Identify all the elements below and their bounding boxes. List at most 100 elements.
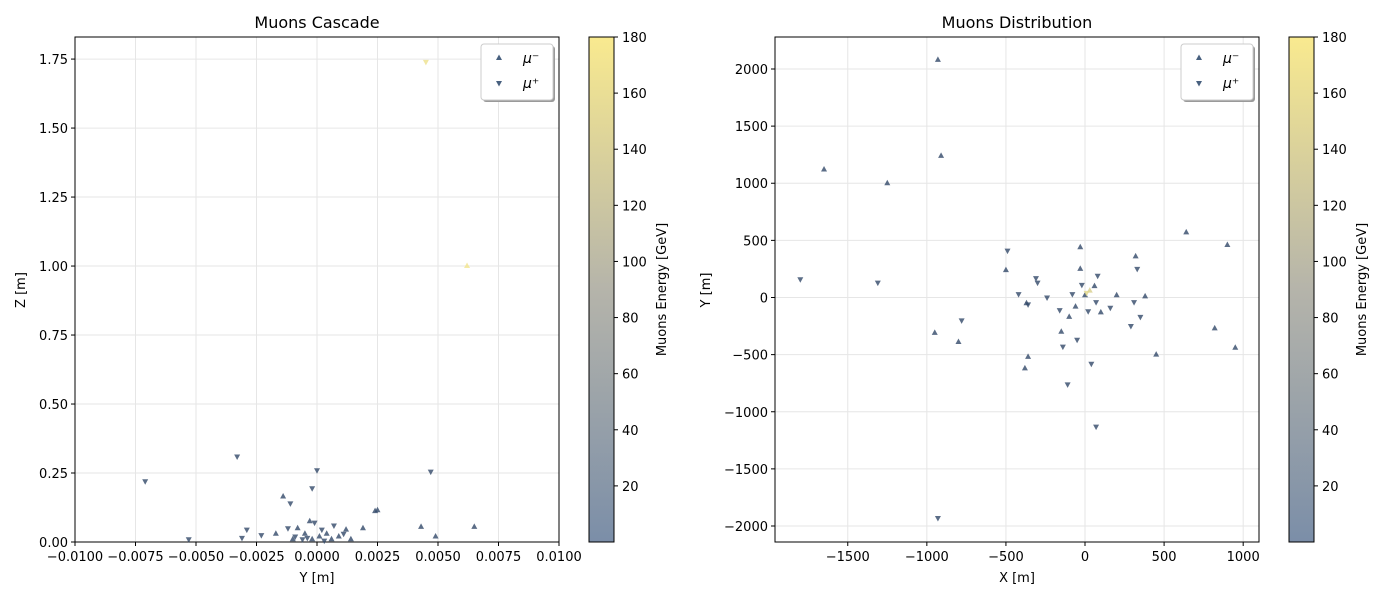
y-tick-label: 1500 <box>735 120 768 135</box>
y-tick-label: 1.75 <box>39 53 68 68</box>
mu-plus-point <box>185 537 192 543</box>
distribution-points <box>797 56 1239 522</box>
colorbar-tick-label: 120 <box>622 199 647 214</box>
mu-minus-point <box>323 530 330 536</box>
x-tick-label: −0.0075 <box>107 550 163 565</box>
distribution-y-axis-label: Y [m] <box>699 273 714 309</box>
cascade-x-ticks: −0.0100 −0.0075 −0.0050 −0.0025 0.0000 0.0025… <box>47 542 582 565</box>
mu-plus-point <box>1056 308 1063 314</box>
mu-minus-point <box>289 535 296 542</box>
y-tick-label: −1500 <box>724 463 768 478</box>
mu-minus-point <box>931 329 938 335</box>
colorbar-gradient <box>588 36 615 543</box>
mu-minus-point <box>1113 291 1120 298</box>
mu-minus-point <box>1002 266 1009 273</box>
mu-plus-point <box>1083 290 1090 297</box>
mu-plus-point <box>292 534 299 540</box>
mu-plus-point <box>258 533 265 539</box>
cascade-points <box>142 59 478 545</box>
mu-minus-point <box>328 535 335 542</box>
legend-mu-plus-marker <box>496 81 502 87</box>
y-tick-label: 1.25 <box>39 191 68 206</box>
cascade-colorbar: 20 40 60 80 100 120 140 160 180 Muons Energy [GeV… <box>588 31 670 543</box>
colorbar-tick-label: 40 <box>1322 424 1339 439</box>
cascade-gridlines <box>74 37 560 543</box>
mu-minus-point <box>343 526 350 532</box>
mu-plus-point <box>321 538 328 545</box>
x-tick-label: −1500 <box>826 550 870 565</box>
cascade-title: Muons Cascade <box>254 13 379 32</box>
x-tick-label: 0.0050 <box>415 550 461 565</box>
mu-minus-point <box>1091 282 1098 289</box>
mu-plus-point <box>340 531 347 538</box>
mu-plus-point <box>1085 309 1092 315</box>
mu-plus-point <box>1004 248 1011 255</box>
y-tick-label: −500 <box>732 349 768 364</box>
x-tick-label: −0.0025 <box>228 550 284 565</box>
mu-plus-point <box>1015 292 1022 298</box>
y-tick-label: 0 <box>760 291 768 306</box>
x-tick-label: −1000 <box>905 550 949 565</box>
mu-minus-point <box>1058 328 1065 334</box>
colorbar-tick-label: 100 <box>622 255 647 270</box>
colorbar-tick-label: 20 <box>622 480 639 495</box>
mu-plus-point <box>1034 280 1041 287</box>
mu-minus-point <box>1232 344 1239 350</box>
mu-plus-point <box>1032 276 1039 282</box>
legend-box <box>1180 43 1254 101</box>
cascade-y-axis-label: Z [m] <box>14 272 29 308</box>
mu-plus-point <box>797 277 804 283</box>
mu-plus-point <box>314 468 320 474</box>
legend-label: μ⁺ <box>1222 76 1239 92</box>
colorbar-tick-label: 80 <box>1322 312 1339 327</box>
y-tick-label: −2000 <box>724 520 768 535</box>
mu-plus-point <box>1025 302 1032 308</box>
mu-minus-point <box>884 179 891 186</box>
mu-plus-point <box>1059 344 1066 351</box>
distribution-x-ticks: −1500 −1000 −500 0 500 1000 <box>826 542 1260 565</box>
mu-minus-point <box>309 535 316 542</box>
mu-plus-point <box>318 527 325 534</box>
legend-label: μ⁺ <box>522 76 539 92</box>
y-tick-label: 0.00 <box>39 536 68 551</box>
legend-mu-minus-marker <box>1196 54 1202 60</box>
colorbar-gradient <box>1288 36 1315 543</box>
y-tick-label: 1.00 <box>39 260 68 275</box>
distribution-gridlines <box>775 37 1259 542</box>
x-tick-label: −0.0050 <box>168 550 224 565</box>
colorbar-label: Muons Energy [GeV] <box>655 223 670 356</box>
mu-plus-point <box>238 535 245 542</box>
mu-minus-point <box>432 532 439 539</box>
x-tick-label: 0 <box>1081 550 1089 565</box>
x-tick-label: 0.0100 <box>536 550 582 565</box>
y-tick-label: 1.50 <box>39 122 68 137</box>
colorbar-tick-label: 140 <box>1322 143 1347 158</box>
mu-minus-point <box>347 535 354 542</box>
colorbar-tick-label: 40 <box>622 424 639 439</box>
mu-minus-point <box>464 262 471 269</box>
mu-minus-point <box>1132 252 1139 259</box>
y-tick-label: 500 <box>743 234 768 249</box>
mu-minus-point <box>1211 324 1218 331</box>
mu-minus-point <box>335 532 342 539</box>
mu-plus-point <box>287 501 294 507</box>
distribution-colorbar: 20 40 60 80 100 120 140 160 180 Muons Energy [GeV… <box>1288 31 1370 543</box>
mu-minus-point <box>1072 303 1079 309</box>
colorbar-label: Muons Energy [GeV] <box>1355 223 1370 356</box>
mu-plus-point <box>1044 295 1051 301</box>
legend-mu-plus-marker <box>1196 81 1202 87</box>
colorbar-tick-label: 160 <box>1322 87 1347 102</box>
mu-plus-point <box>299 537 306 543</box>
mu-minus-point <box>316 532 323 539</box>
mu-minus-point <box>1077 265 1084 271</box>
colorbar-tick-label: 100 <box>1322 255 1347 270</box>
x-tick-label: 500 <box>1152 550 1177 565</box>
colorbar-tick-label: 160 <box>622 87 647 102</box>
mu-minus-point <box>1142 292 1149 299</box>
mu-plus-point <box>284 526 291 532</box>
mu-plus-point <box>1127 324 1134 330</box>
mu-minus-point <box>418 523 425 529</box>
mu-plus-point <box>1064 382 1071 388</box>
mu-plus-point <box>1088 361 1095 368</box>
